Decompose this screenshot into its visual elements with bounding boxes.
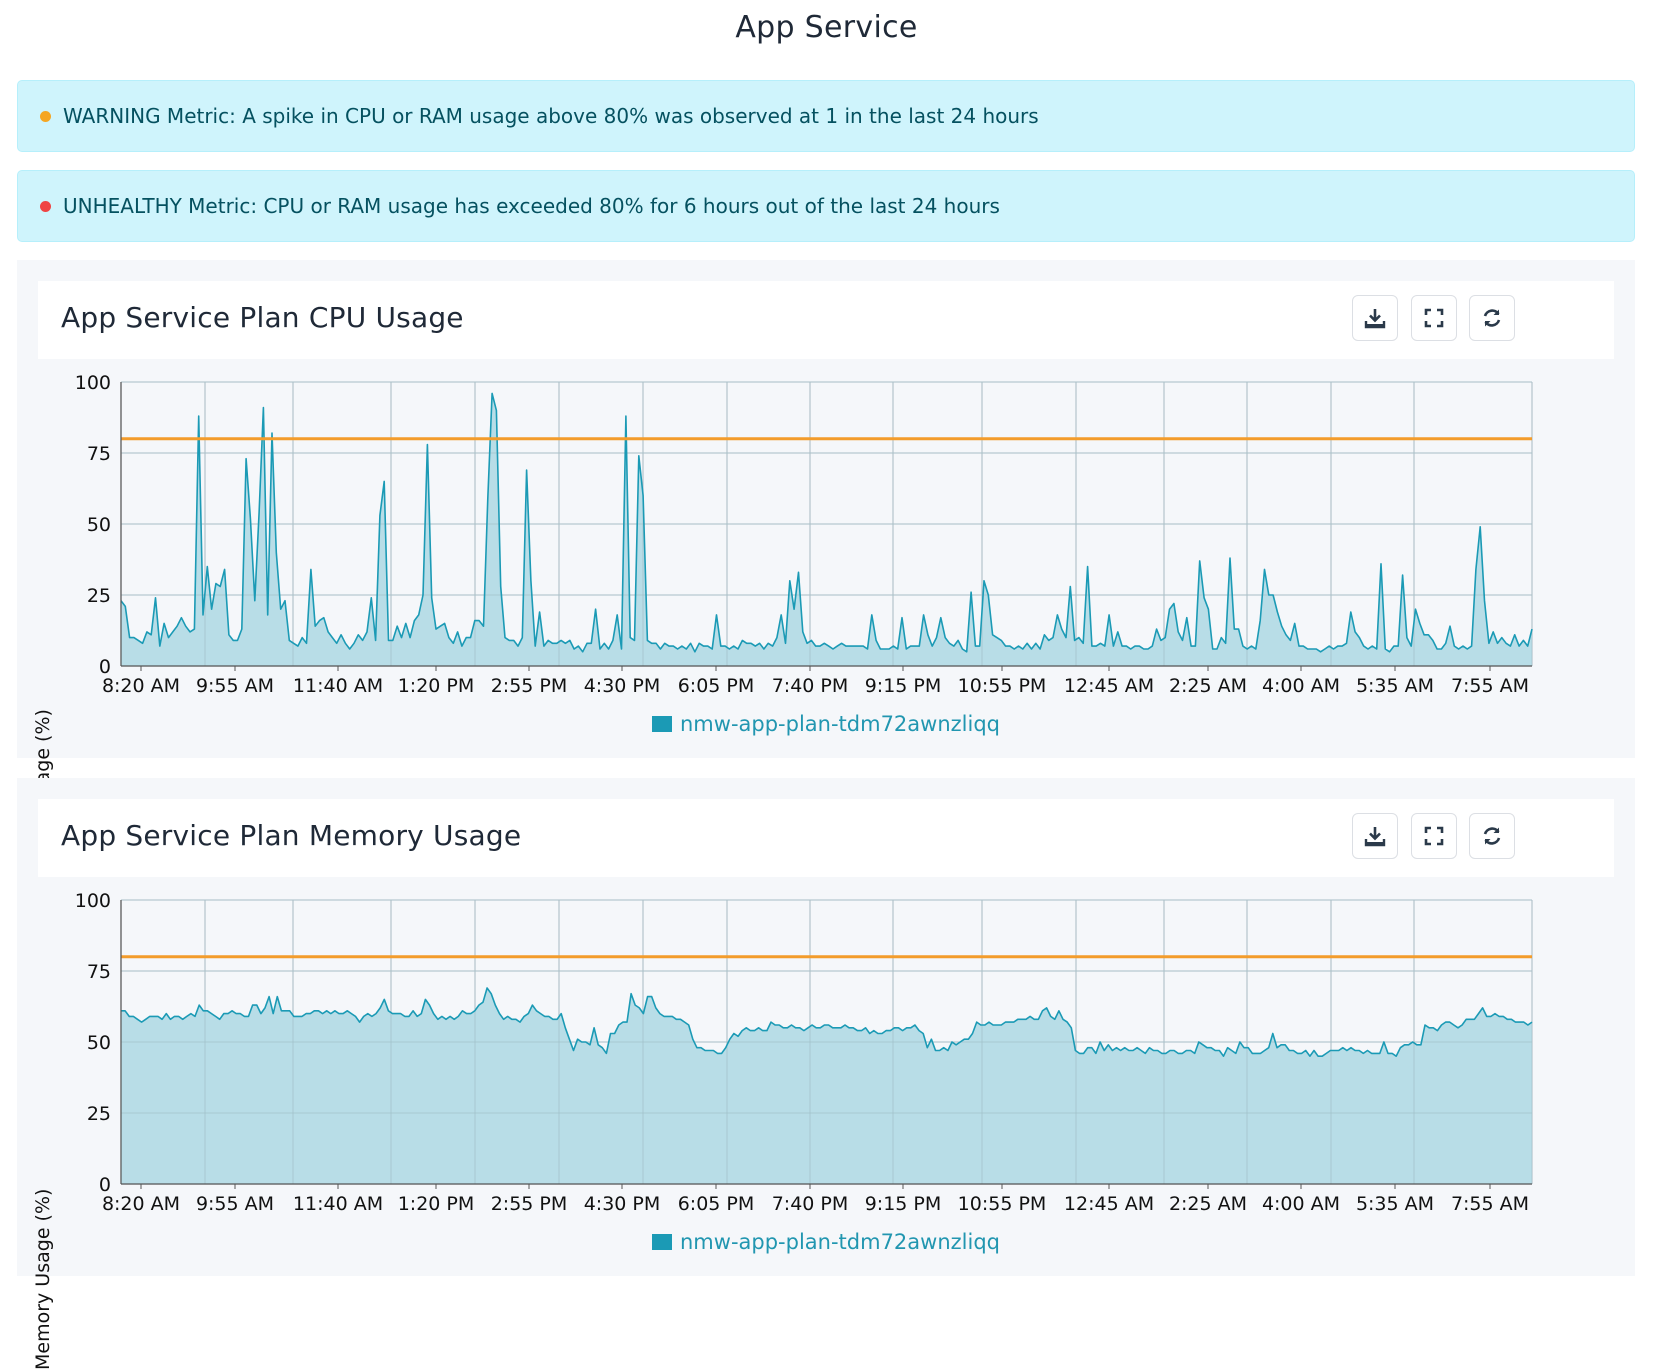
memory-chart-y-axis-title: Memory Usage (%) [32, 1188, 54, 1370]
x-tick-label: 7:55 AM [1451, 675, 1529, 697]
unhealthy-dot-icon [40, 200, 51, 212]
y-tick-label: 75 [87, 961, 111, 983]
warning-dot-icon [40, 110, 51, 122]
download-icon [1364, 827, 1386, 847]
x-tick-label: 6:05 PM [678, 675, 755, 697]
cpu-chart-title: App Service Plan CPU Usage [61, 301, 464, 334]
fullscreen-icon [1424, 308, 1444, 328]
x-tick-label: 10:55 PM [958, 1193, 1047, 1215]
series-line [120, 392, 1533, 653]
x-tick-label: 4:30 PM [584, 1193, 661, 1215]
warning-alert-text: WARNING Metric: A spike in CPU or RAM us… [63, 104, 1039, 128]
refresh-icon [1483, 309, 1501, 327]
y-tick-label: 0 [99, 1174, 111, 1196]
y-tick-label: 75 [87, 443, 111, 465]
refresh-icon [1483, 827, 1501, 845]
cpu-chart-header: App Service Plan CPU Usage [38, 281, 1614, 359]
x-tick-label: 7:55 AM [1451, 1193, 1529, 1215]
download-icon [1364, 309, 1386, 329]
y-tick-label: 100 [75, 890, 111, 912]
memory-chart: 0 25 50 75 100 8:20 AM 9:55 AM 11:40 AM 1:20 PM 2… [75, 890, 1533, 1215]
series-area [121, 393, 1532, 666]
memory-chart-title: App Service Plan Memory Usage [61, 819, 522, 852]
cpu-chart: 0 25 50 75 100 8:20 AM 9:55 AM 11:40 AM 1:20 PM 2… [75, 372, 1533, 697]
y-tick-label: 50 [87, 514, 111, 536]
cpu-refresh-button[interactable] [1469, 295, 1515, 341]
cpu-fullscreen-button[interactable] [1411, 295, 1457, 341]
memory-chart-panel: App Service Plan Memory Usage 0 25 50 75 100… [17, 778, 1635, 1370]
legend-series-label: nmw-app-plan-tdm72awnzliqq [680, 712, 1000, 736]
x-tick-label: 9:55 AM [196, 1193, 274, 1215]
x-tick-label: 7:40 PM [772, 1193, 849, 1215]
x-tick-label: 11:40 AM [293, 675, 383, 697]
x-tick-label: 1:20 PM [398, 675, 475, 697]
unhealthy-alert-text: UNHEALTHY Metric: CPU or RAM usage has e… [63, 194, 1000, 218]
unhealthy-alert: UNHEALTHY Metric: CPU or RAM usage has e… [17, 170, 1635, 242]
legend-swatch [652, 1234, 672, 1250]
cpu-chart-legend[interactable]: nmw-app-plan-tdm72awnzliqq [17, 712, 1635, 736]
x-tick-label: 4:30 PM [584, 675, 661, 697]
cpu-chart-panel: App Service Plan CPU Usage 0 25 50 75 100 8:2… [17, 260, 1635, 850]
x-tick-label: 9:15 PM [865, 675, 942, 697]
x-tick-label: 8:20 AM [102, 1193, 180, 1215]
y-tick-label: 0 [99, 656, 111, 678]
memory-fullscreen-button[interactable] [1411, 813, 1457, 859]
memory-download-button[interactable] [1352, 813, 1398, 859]
y-tick-label: 25 [87, 585, 111, 607]
x-tick-label: 10:55 PM [958, 675, 1047, 697]
x-tick-label: 2:55 PM [491, 1193, 568, 1215]
page-title: App Service [735, 10, 918, 45]
x-tick-label: 12:45 AM [1064, 675, 1154, 697]
memory-chart-header: App Service Plan Memory Usage [38, 799, 1614, 877]
x-tick-label: 2:25 AM [1169, 675, 1247, 697]
x-tick-label: 9:55 AM [196, 675, 274, 697]
x-tick-label: 2:55 PM [491, 675, 568, 697]
legend-swatch [652, 716, 672, 732]
x-tick-label: 5:35 AM [1356, 675, 1434, 697]
series-area [121, 988, 1532, 1184]
y-tick-label: 50 [87, 1032, 111, 1054]
series-line [121, 987, 1533, 1058]
y-tick-label: 100 [75, 372, 111, 394]
x-tick-label: 12:45 AM [1064, 1193, 1154, 1215]
x-tick-label: 2:25 AM [1169, 1193, 1247, 1215]
cpu-download-button[interactable] [1352, 295, 1398, 341]
x-tick-label: 9:15 PM [865, 1193, 942, 1215]
memory-refresh-button[interactable] [1469, 813, 1515, 859]
x-tick-label: 8:20 AM [102, 675, 180, 697]
fullscreen-icon [1424, 826, 1444, 846]
memory-chart-legend[interactable]: nmw-app-plan-tdm72awnzliqq [17, 1230, 1635, 1254]
x-tick-label: 7:40 PM [772, 675, 849, 697]
y-tick-label: 25 [87, 1103, 111, 1125]
warning-alert: WARNING Metric: A spike in CPU or RAM us… [17, 80, 1635, 152]
x-tick-label: 1:20 PM [398, 1193, 475, 1215]
x-tick-label: 11:40 AM [293, 1193, 383, 1215]
legend-series-label: nmw-app-plan-tdm72awnzliqq [680, 1230, 1000, 1254]
x-tick-label: 6:05 PM [678, 1193, 755, 1215]
x-tick-label: 4:00 AM [1262, 675, 1340, 697]
x-tick-label: 5:35 AM [1356, 1193, 1434, 1215]
x-tick-label: 4:00 AM [1262, 1193, 1340, 1215]
